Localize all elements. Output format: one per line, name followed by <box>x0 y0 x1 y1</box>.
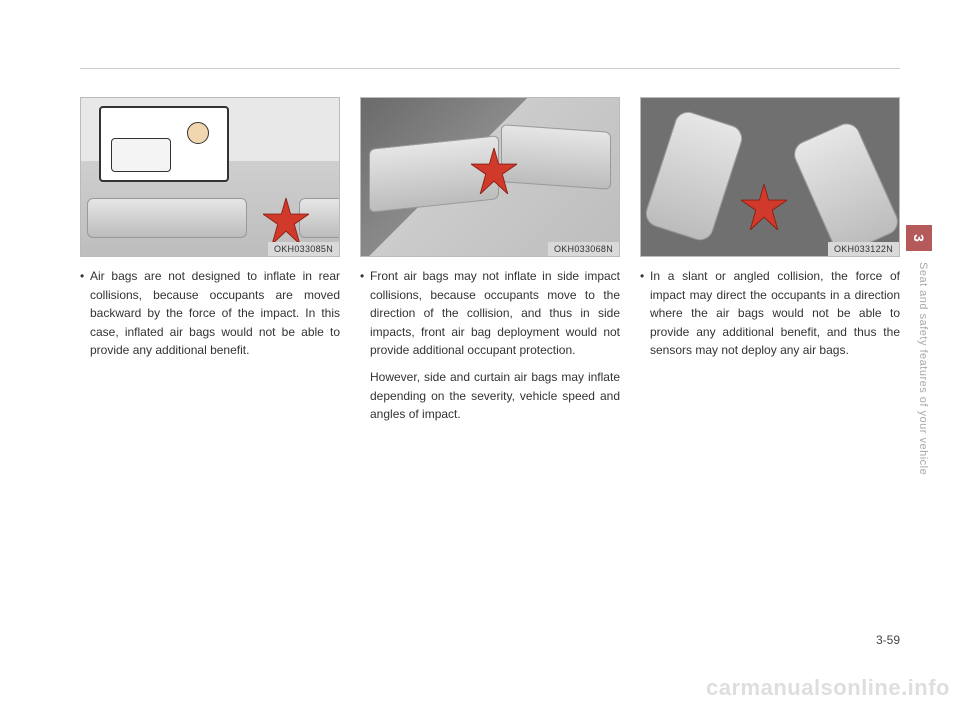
bullet-text: In a slant or angled collision, the forc… <box>650 267 900 360</box>
figure-code-label: OKH033085N <box>268 242 339 256</box>
column-1: OKH033085N • Air bags are not designed t… <box>80 97 340 424</box>
page-number: 3-59 <box>876 633 900 647</box>
bullet-item: • Front air bags may not inflate in side… <box>360 267 620 360</box>
figure-angled-collision: OKH033122N <box>640 97 900 257</box>
bullet-marker: • <box>80 267 90 360</box>
bullet-text: Air bags are not designed to inflate in … <box>90 267 340 360</box>
top-rule <box>80 68 900 69</box>
watermark-text: carmanualsonline.info <box>706 675 950 701</box>
figure-code-label: OKH033122N <box>828 242 899 256</box>
paragraph-text: However, side and curtain air bags may i… <box>370 368 620 424</box>
column-3: OKH033122N • In a slant or angled collis… <box>640 97 900 424</box>
section-side-label: Seat and safety features of your vehicle <box>917 262 929 475</box>
content-columns: OKH033085N • Air bags are not designed t… <box>80 97 900 424</box>
bullet-marker: • <box>640 267 650 360</box>
figure-rear-collision: OKH033085N <box>80 97 340 257</box>
bullet-item: • Air bags are not designed to inflate i… <box>80 267 340 360</box>
bullet-item: • In a slant or angled collision, the fo… <box>640 267 900 360</box>
figure-side-impact: OKH033068N <box>360 97 620 257</box>
figure-code-label: OKH033068N <box>548 242 619 256</box>
bullet-marker: • <box>360 267 370 360</box>
manual-page: OKH033085N • Air bags are not designed t… <box>0 0 960 707</box>
column-2: OKH033068N • Front air bags may not infl… <box>360 97 620 424</box>
chapter-tab: 3 <box>906 225 932 251</box>
bullet-text: Front air bags may not inflate in side i… <box>370 267 620 360</box>
